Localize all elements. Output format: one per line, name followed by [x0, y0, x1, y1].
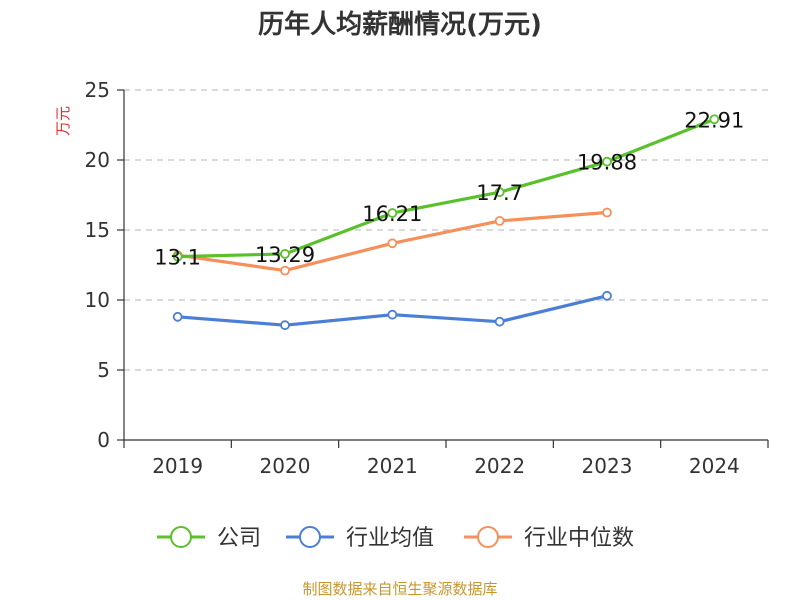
- data-label: 19.88: [577, 151, 637, 175]
- data-point: [172, 251, 183, 262]
- y-tick-label: 20: [85, 148, 110, 172]
- series-line: [176, 117, 716, 259]
- data-point: [602, 156, 612, 167]
- x-tick-label: 2021: [367, 454, 418, 478]
- y-axis-label: 万元: [54, 106, 72, 136]
- data-point: [494, 215, 505, 226]
- chart-title: 历年人均薪酬情况(万元): [258, 9, 542, 40]
- y-tick-label: 0: [97, 428, 110, 452]
- data-labels: 13.1 13.29 16.21 17.7 19.88 22.91: [154, 108, 744, 269]
- data-point: [709, 114, 720, 125]
- data-label: 22.91: [684, 108, 744, 132]
- legend-item: 行业均值: [286, 526, 434, 551]
- data-label: 13.29: [255, 243, 315, 267]
- x-tick-label: 2019: [152, 454, 203, 478]
- data-point: [602, 207, 612, 218]
- data-point: [387, 208, 398, 218]
- source-note: 制图数据来自恒生聚源数据库: [302, 580, 497, 598]
- data-point: [387, 309, 398, 320]
- data-point: [280, 249, 290, 259]
- legend-label: 公司: [217, 526, 261, 551]
- data-point: [280, 320, 290, 331]
- legend-label: 行业中位数: [524, 526, 634, 551]
- y-tick-label: 25: [85, 78, 110, 102]
- legend-item: 公司: [157, 526, 261, 551]
- x-tick-label: 2022: [474, 454, 525, 478]
- data-point: [602, 290, 612, 301]
- data-point: [172, 311, 183, 322]
- grid-lines: [124, 89, 768, 371]
- data-label: 17.7: [476, 181, 523, 205]
- legend-swatch-marker: [477, 526, 499, 548]
- x-tick-label: 2023: [582, 454, 633, 478]
- data-point: [494, 316, 505, 327]
- x-tick-label: 2020: [260, 454, 311, 478]
- y-tick-label: 15: [85, 218, 110, 242]
- y-tick-label: 10: [85, 288, 110, 312]
- legend-swatch-marker: [170, 526, 192, 548]
- data-label: 13.1: [154, 246, 201, 270]
- legend-swatch-marker: [299, 526, 321, 548]
- legend-label: 行业均值: [346, 526, 434, 551]
- legend-item: 行业中位数: [464, 526, 634, 551]
- x-tick-label: 2024: [689, 454, 740, 478]
- data-label: 16.21: [362, 202, 422, 226]
- data-point: [280, 265, 290, 276]
- data-point: [387, 238, 398, 249]
- series-lines: [172, 114, 720, 331]
- y-tick-label: 5: [97, 358, 110, 382]
- data-point: [494, 187, 505, 198]
- axes: 0 5 10 15 20 25 2019 2020 2021 2022 2023 2024: [85, 78, 769, 478]
- legend: 公司 行业均值 行业中位数: [157, 526, 634, 551]
